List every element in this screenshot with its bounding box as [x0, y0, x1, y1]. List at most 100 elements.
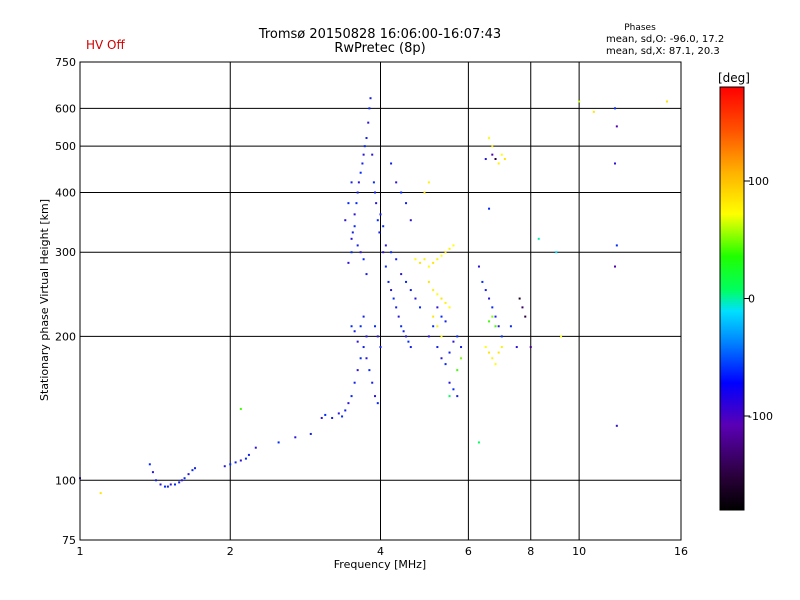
data-point: [356, 340, 359, 343]
data-point: [500, 335, 503, 338]
data-point: [436, 293, 439, 296]
colorbar-unit-label: [deg]: [718, 71, 750, 85]
x-axis-label: Frequency [MHz]: [334, 558, 426, 571]
data-point: [376, 402, 379, 405]
data-point: [436, 325, 439, 328]
y-tick-label: 100: [55, 474, 76, 487]
data-point: [371, 153, 374, 156]
data-point: [350, 325, 353, 328]
data-point: [351, 231, 354, 234]
data-point: [456, 395, 459, 398]
data-point: [382, 251, 385, 254]
data-point: [409, 219, 412, 222]
data-point: [666, 100, 669, 103]
data-point: [397, 315, 400, 318]
data-point: [537, 237, 540, 240]
grid-lines: [79, 61, 682, 541]
data-point: [254, 446, 257, 449]
data-point: [481, 280, 484, 283]
data-point: [524, 315, 527, 318]
data-point: [365, 335, 368, 338]
data-point: [344, 219, 347, 222]
data-point: [405, 202, 408, 205]
data-point: [448, 306, 451, 309]
data-point: [365, 357, 368, 360]
data-point: [365, 273, 368, 276]
data-point: [395, 258, 398, 261]
data-point: [500, 346, 503, 349]
data-point: [400, 325, 403, 328]
data-point: [491, 306, 494, 309]
y-tick-label: 750: [55, 56, 76, 69]
data-point: [390, 289, 393, 292]
data-point: [491, 153, 494, 156]
data-point: [169, 483, 172, 486]
data-point: [277, 441, 280, 444]
x-tick-label: 1: [77, 545, 84, 558]
data-point: [423, 191, 426, 194]
data-point: [452, 340, 455, 343]
data-point: [503, 158, 506, 161]
data-point: [488, 207, 491, 210]
data-point: [521, 306, 524, 309]
y-tick-label: 400: [55, 186, 76, 199]
x-tick-label: 10: [572, 545, 586, 558]
data-point: [409, 346, 412, 349]
data-point: [509, 325, 512, 328]
phase-colorbar: [719, 86, 745, 511]
data-point: [515, 346, 518, 349]
data-point: [371, 381, 374, 384]
data-point: [353, 225, 356, 228]
data-point: [488, 351, 491, 354]
data-point: [615, 424, 618, 427]
data-point: [350, 395, 353, 398]
data-point: [341, 415, 344, 418]
chart-subtitle: RwPretec (8p): [334, 41, 426, 56]
data-point: [390, 251, 393, 254]
data-point: [353, 330, 356, 333]
data-point: [427, 280, 430, 283]
data-point: [173, 483, 176, 486]
data-point: [440, 335, 443, 338]
y-axis-label: Stationary phase Virtual Height [km]: [38, 199, 51, 401]
colorbar-ticks: 100 0 -100: [744, 175, 773, 423]
data-point: [372, 181, 375, 184]
x-tick-label: 16: [674, 545, 688, 558]
data-point: [309, 432, 312, 435]
chart-title: Tromsø 20150828 16:06:00-16:07:43: [258, 27, 502, 42]
data-point: [405, 335, 408, 338]
data-point: [419, 261, 422, 264]
data-point: [347, 402, 350, 405]
data-point: [444, 363, 447, 366]
data-point: [359, 325, 362, 328]
phase-stats-x-line: mean, sd,X: 87.1, 20.3: [606, 46, 720, 57]
x-tick-label: 4: [377, 545, 384, 558]
data-point: [432, 315, 435, 318]
data-point: [484, 346, 487, 349]
data-point: [414, 258, 417, 261]
data-point: [444, 251, 447, 254]
data-point: [448, 247, 451, 250]
data-point: [432, 261, 435, 264]
data-point: [384, 244, 387, 247]
data-point: [353, 381, 356, 384]
data-point: [444, 320, 447, 323]
data-point: [613, 107, 616, 110]
data-point: [477, 441, 480, 444]
data-point: [151, 471, 154, 474]
y-tick-label: 500: [55, 140, 76, 153]
data-point: [337, 412, 340, 415]
data-point: [359, 251, 362, 254]
data-point: [497, 162, 500, 165]
data-point: [400, 273, 403, 276]
data-point: [347, 261, 350, 264]
data-point: [362, 153, 365, 156]
data-point: [159, 483, 162, 486]
data-point: [448, 395, 451, 398]
data-point: [359, 357, 362, 360]
data-point: [427, 265, 430, 268]
colorbar-tick-label: 0: [748, 293, 755, 306]
data-point: [163, 485, 166, 488]
data-point: [405, 280, 408, 283]
data-point: [356, 191, 359, 194]
